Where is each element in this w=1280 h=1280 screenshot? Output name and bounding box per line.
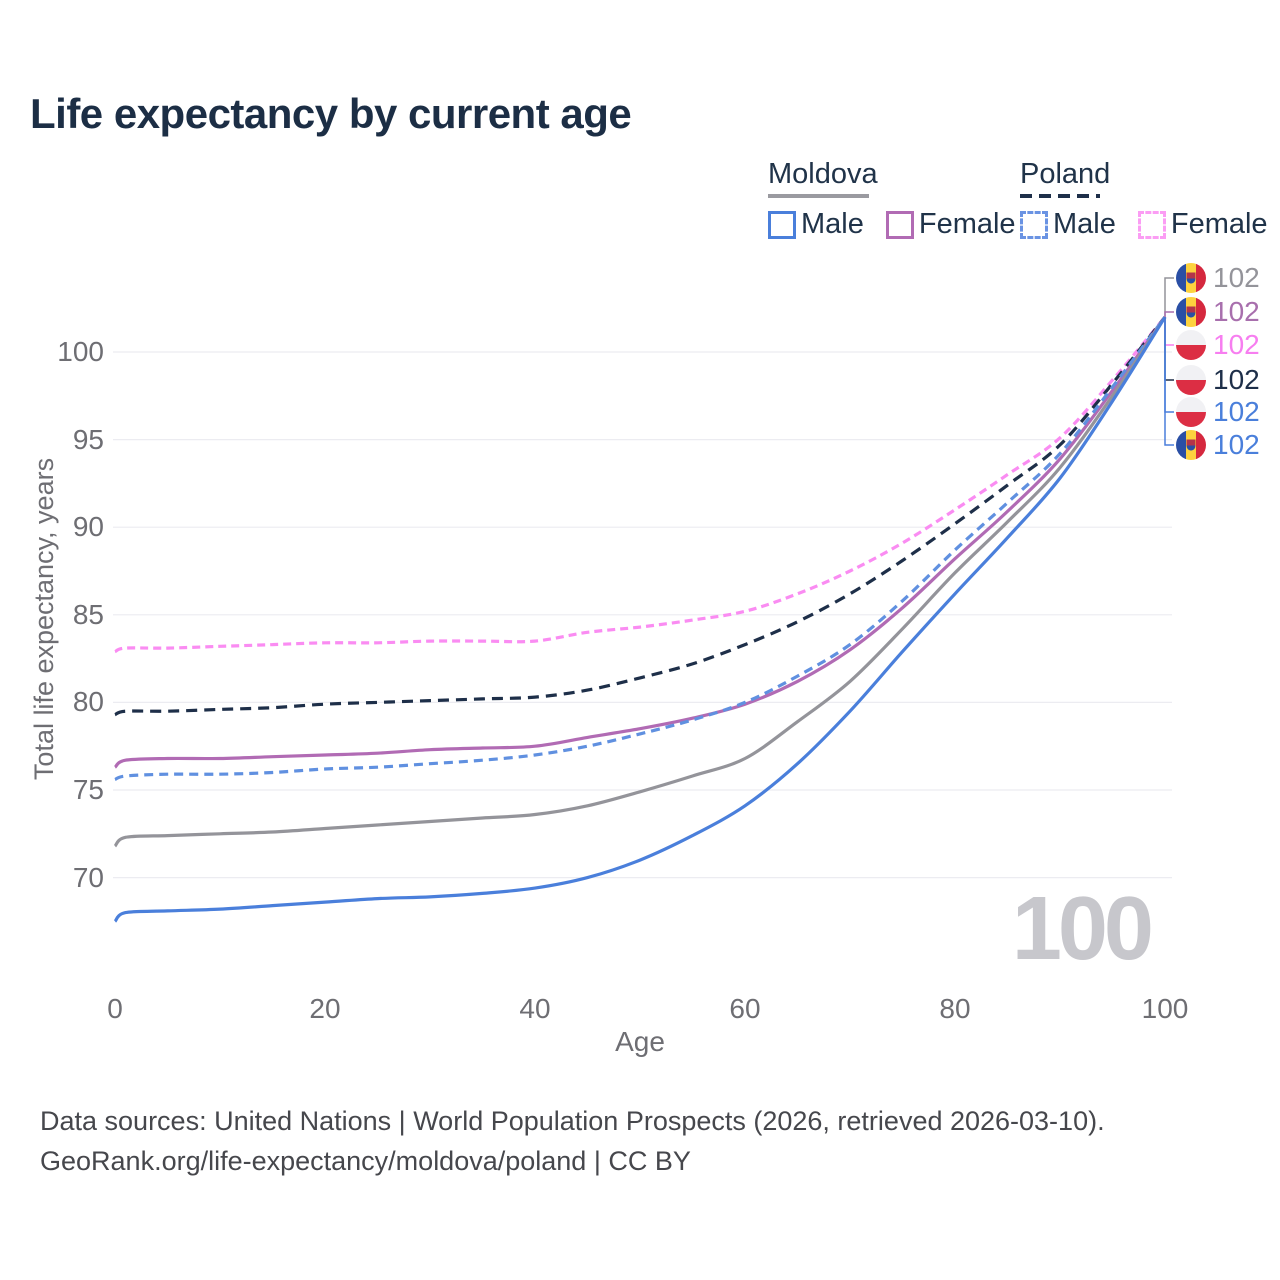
poland-female-swatch-icon [1137,210,1166,239]
end-label-poland-2: 102 [1176,330,1260,360]
end-label-poland-3: 102 [1176,365,1260,395]
chart-line-moldova_total [113,316,1167,848]
x-tick-20: 20 [309,993,341,1024]
end-label-moldova-0: 102 [1176,263,1260,293]
x-tick-80: 80 [939,993,971,1024]
legend-poland-header: Poland [1020,158,1280,198]
footer-data-sources: Data sources: United Nations | World Pop… [40,1106,1105,1136]
leader-line-5 [1164,317,1174,446]
end-label-moldova-1: 102 [1176,297,1260,327]
legend-item-poland-male[interactable]: Male [1020,208,1116,241]
y-tick-100: 100 [57,336,104,367]
legend-moldova-female-label: Female [918,208,1016,240]
moldova-male-swatch-icon [768,210,796,239]
chart-line-poland_total [114,316,1167,717]
footer-attribution: GeoRank.org/life-expectancy/moldova/pola… [40,1146,691,1176]
y-tick-70: 70 [72,861,104,893]
leader-line-3 [1164,317,1174,381]
x-axis-title: Age [615,1026,665,1057]
end-label-poland-4: 102 [1176,397,1260,427]
legend-item-moldova-male[interactable]: Male [768,208,864,241]
legend-poland-female-label: Female [1170,208,1268,240]
legend-item-moldova-female[interactable]: Female [885,208,1016,241]
legend-poland-items: Male Female [1020,208,1280,241]
moldova-female-swatch-icon [885,210,914,239]
leader-line-4 [1164,317,1174,413]
y-tick-95: 95 [72,423,104,455]
y-tick-75: 75 [72,774,104,805]
legend-poland-male-label: Male [1053,208,1116,240]
legend-moldova-label: Moldova [768,158,878,190]
moldova-flag-icon [1176,297,1206,327]
x-tick-0: 0 [107,993,123,1024]
poland-flag-icon [1176,397,1206,427]
page-title: Life expectancy by current age [30,90,632,137]
legend-item-poland-female[interactable]: Female [1137,208,1268,241]
chart-line-poland_female [114,315,1167,654]
poland-flag-icon [1176,365,1206,395]
poland-dashed-line-swatch [1020,194,1100,198]
end-value: 102 [1213,396,1260,427]
end-value: 102 [1213,364,1260,395]
x-tick-100: 100 [1141,993,1189,1024]
end-label-moldova-5: 102 [1176,430,1260,460]
y-tick-90: 90 [72,511,104,543]
y-tick-85: 85 [72,598,104,630]
age-watermark: 100 [1011,879,1154,979]
legend-group-moldova: Moldova Male Female [768,158,1038,241]
chart-line-moldova_female [113,316,1167,769]
x-tick-60: 60 [729,993,761,1024]
legend-group-poland: Poland Male Female [1020,158,1280,241]
legend-poland-label: Poland [1020,158,1111,190]
poland-male-swatch-icon [1020,210,1048,239]
legend-moldova-male-label: Male [801,208,864,240]
y-tick-80: 80 [72,686,104,718]
leader-line-2 [1164,317,1174,346]
x-tick-40: 40 [519,993,551,1024]
end-value: 102 [1213,296,1260,327]
moldova-flag-icon [1176,430,1206,460]
moldova-solid-line-swatch [768,194,869,198]
chart-line-poland_male [114,316,1167,782]
end-value: 102 [1213,329,1260,360]
moldova-flag-icon [1176,263,1206,293]
legend-moldova-header: Moldova [768,158,1038,198]
leader-line-0 [1164,277,1174,317]
end-value: 102 [1213,429,1260,460]
poland-flag-icon [1176,330,1206,360]
legend-moldova-items: Male Female [768,208,1038,241]
leader-line-1 [1164,311,1174,317]
end-value: 102 [1213,262,1260,293]
y-axis-title: Total life expectancy, years [29,457,59,781]
chart-line-moldova_male [113,316,1167,923]
